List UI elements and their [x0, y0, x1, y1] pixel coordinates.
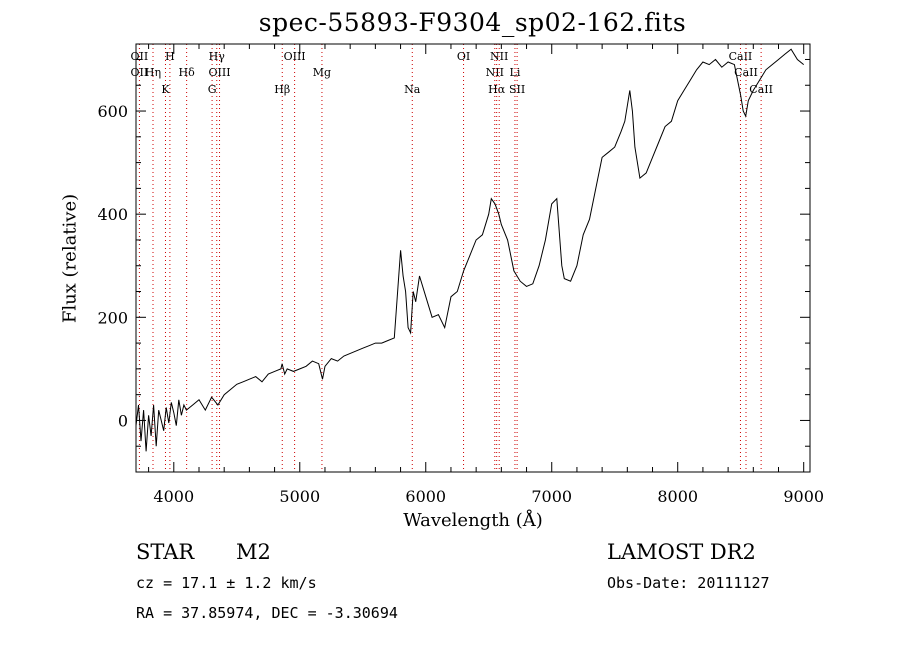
x-tick-label: 7000 — [531, 487, 572, 506]
observation-date: Obs-Date: 20111127 — [607, 574, 770, 592]
line-marker-label: G — [208, 83, 217, 96]
x-tick-label: 5000 — [279, 487, 320, 506]
line-marker-label: H — [165, 50, 175, 63]
line-marker-label: Na — [404, 83, 421, 96]
line-marker-label: SII — [509, 83, 525, 96]
line-marker-label: Hα — [488, 83, 506, 96]
chart-title: spec-55893-F9304_sp02-162.fits — [258, 8, 687, 37]
y-tick-label: 200 — [97, 308, 128, 327]
line-marker-label: Hδ — [179, 66, 196, 79]
object-subclass: M2 — [236, 540, 271, 564]
line-marker-label: OII — [131, 66, 149, 79]
line-marker-label: OII — [131, 50, 149, 63]
object-class: STAR — [136, 540, 195, 564]
survey-name: LAMOST DR2 — [607, 540, 756, 564]
coordinates: RA = 37.85974, DEC = -3.30694 — [136, 604, 398, 622]
line-marker-label: Hβ — [274, 83, 290, 96]
x-axis-label: Wavelength (Å) — [403, 510, 543, 531]
line-marker-label: K — [161, 83, 170, 96]
x-tick-label: 6000 — [405, 487, 446, 506]
line-marker-label: OIII — [284, 50, 306, 63]
line-marker-label: CaII — [734, 66, 758, 79]
line-marker-label: Li — [510, 66, 521, 79]
line-marker-label: Hγ — [209, 50, 226, 63]
redshift-velocity: cz = 17.1 ± 1.2 km/s — [136, 574, 317, 592]
line-marker-label: CaII — [749, 83, 773, 96]
line-marker-label: Hη — [145, 66, 161, 79]
plot-frame — [135, 43, 811, 473]
x-tick-label: 4000 — [153, 487, 194, 506]
y-tick-label: 600 — [97, 102, 128, 121]
y-tick-label: 0 — [118, 411, 128, 430]
line-marker-label: Mg — [313, 66, 331, 79]
line-marker-label: NII — [486, 66, 504, 79]
line-marker-label: OIII — [208, 66, 230, 79]
line-marker-label: CaII — [729, 50, 753, 63]
y-axis-label: Flux (relative) — [59, 193, 81, 324]
x-tick-label: 9000 — [783, 487, 824, 506]
spectrum-line — [135, 48, 805, 452]
line-marker-label: NII — [490, 50, 508, 63]
line-marker-label: OI — [457, 50, 470, 63]
x-tick-label: 8000 — [657, 487, 698, 506]
y-tick-label: 400 — [97, 205, 128, 224]
